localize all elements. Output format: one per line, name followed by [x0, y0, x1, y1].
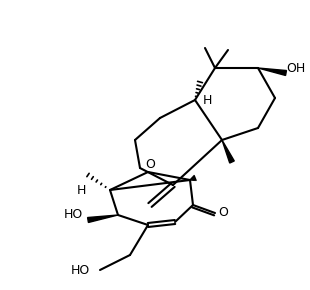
Polygon shape [258, 68, 286, 75]
Polygon shape [222, 140, 234, 163]
Text: OH: OH [286, 61, 305, 75]
Text: H: H [77, 184, 86, 197]
Text: HO: HO [64, 209, 83, 222]
Text: HO: HO [71, 264, 90, 276]
Polygon shape [88, 215, 118, 222]
Text: O: O [145, 157, 155, 171]
Text: O: O [218, 206, 228, 220]
Text: H: H [203, 93, 212, 106]
